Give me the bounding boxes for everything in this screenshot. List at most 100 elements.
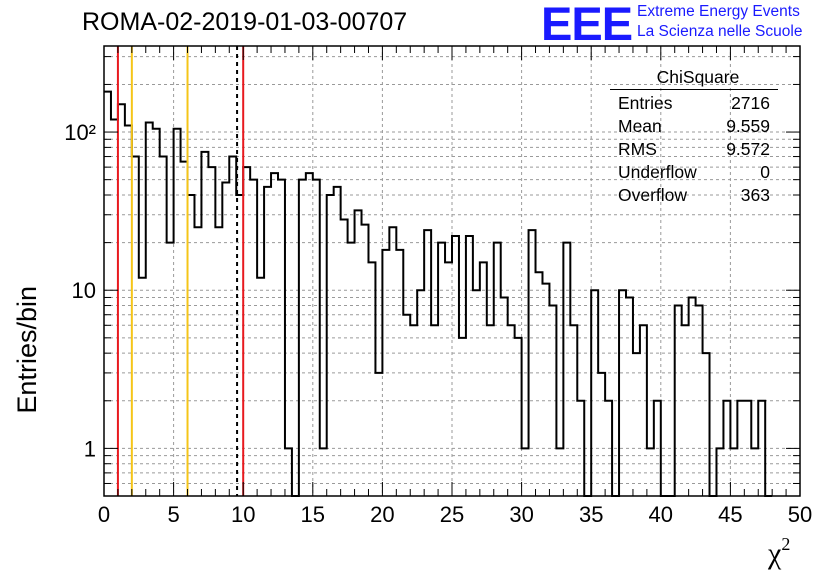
- histogram-bin: [549, 306, 556, 496]
- x-tick-label: 25: [440, 502, 464, 527]
- histogram-bin: [529, 230, 536, 496]
- histogram-bin: [487, 325, 494, 496]
- histogram-bin: [682, 325, 689, 496]
- histogram-bin: [368, 262, 375, 496]
- histogram-bin: [334, 187, 341, 496]
- histogram-bin: [132, 157, 139, 496]
- histogram-bin: [730, 448, 737, 496]
- histogram-bin: [313, 180, 320, 496]
- histogram-bin: [111, 120, 118, 496]
- histogram-bin: [389, 227, 396, 496]
- x-tick-label: 35: [579, 502, 603, 527]
- histogram-bin: [640, 325, 647, 496]
- histogram-bin: [424, 230, 431, 496]
- stats-value: 9.559: [726, 116, 770, 136]
- stats-value: 9.572: [726, 139, 770, 159]
- axis-ticks: [103, 46, 801, 496]
- histogram-bin: [654, 401, 661, 496]
- histogram-bin: [341, 219, 348, 496]
- y-tick-label: 1: [84, 436, 96, 461]
- histogram-bin: [522, 448, 529, 496]
- histogram-bin: [605, 401, 612, 496]
- stats-row-overflow: Overflow 363: [610, 184, 778, 207]
- histogram-bin: [160, 157, 167, 496]
- histogram-bin: [689, 297, 696, 496]
- histogram-bin: [243, 167, 250, 496]
- x-tick-label: 40: [649, 502, 673, 527]
- histogram-bin: [327, 195, 334, 496]
- histogram-bin: [257, 278, 264, 496]
- histogram-bin: [633, 353, 640, 496]
- histogram-bin: [201, 152, 208, 496]
- histogram-bin: [438, 243, 445, 496]
- x-tick-label: 0: [98, 502, 110, 527]
- histogram-bin: [320, 448, 327, 496]
- y-tick-label: 10: [72, 278, 96, 303]
- histogram-bin: [194, 227, 201, 496]
- histogram-bin: [410, 325, 417, 496]
- stats-row-entries: Entries 2716: [610, 92, 778, 115]
- histogram-bin: [222, 182, 229, 496]
- histogram-bin: [271, 173, 278, 496]
- y-axis-label: Entries/bin: [12, 286, 42, 414]
- logo-tagline-1: Extreme Energy Events: [637, 3, 800, 20]
- logo-tagline-2: La Scienza nelle Scuole: [637, 23, 803, 40]
- grid-lines: [104, 46, 800, 496]
- x-axis-label-sup: 2: [781, 534, 791, 554]
- stats-value: 0: [760, 162, 770, 182]
- histogram-bin: [355, 210, 362, 496]
- histogram-bin: [382, 250, 389, 496]
- histogram-bin: [299, 180, 306, 496]
- histogram-bin: [181, 162, 188, 496]
- histogram-bin: [501, 297, 508, 496]
- histogram-bin: [459, 338, 466, 496]
- histogram-bin: [716, 448, 723, 496]
- histogram-bin: [362, 225, 369, 496]
- histogram-step-line: [104, 90, 773, 497]
- histogram-bin: [744, 401, 751, 496]
- histogram-bin: [723, 401, 730, 496]
- histogram-bin: [306, 173, 313, 496]
- histogram-bin: [229, 157, 236, 496]
- x-tick-label: 10: [231, 502, 255, 527]
- stats-label: RMS: [618, 139, 657, 159]
- histogram-bin: [104, 92, 111, 496]
- stats-title: ChiSquare: [656, 67, 740, 87]
- histogram-bin: [174, 129, 181, 496]
- histogram-bin: [536, 272, 543, 496]
- stats-value: 363: [740, 185, 770, 205]
- histogram-bin: [188, 195, 195, 496]
- histogram-bin: [508, 325, 515, 496]
- histogram-bin: [139, 278, 146, 496]
- x-tick-labels: 0 5 10 15 20 25 30 35 40 45 50: [98, 502, 812, 527]
- y-tick-label: 10²: [64, 120, 96, 145]
- histogram-bin: [375, 373, 382, 496]
- stats-label: Mean: [618, 116, 662, 136]
- histogram-bin: [577, 401, 584, 496]
- histogram-bin: [466, 236, 473, 496]
- histogram-bin: [556, 448, 563, 496]
- x-axis-label-base: χ: [768, 537, 782, 570]
- x-tick-label: 50: [788, 502, 812, 527]
- histogram-bin: [494, 243, 501, 496]
- histogram-bin: [153, 129, 160, 496]
- histogram-bin: [396, 250, 403, 496]
- histogram-bin: [452, 236, 459, 496]
- x-tick-label: 5: [167, 502, 179, 527]
- histogram-bin: [703, 353, 710, 496]
- histogram-bin: [473, 290, 480, 496]
- histogram-bin: [647, 448, 654, 496]
- histogram-path: [104, 90, 773, 497]
- histogram-bin: [445, 262, 452, 496]
- histogram-bin: [626, 297, 633, 496]
- stats-divider: [610, 89, 778, 90]
- histogram-bin: [431, 325, 438, 496]
- stats-row-rms: RMS 9.572: [610, 138, 778, 161]
- x-tick-label: 15: [301, 502, 325, 527]
- histogram-bin: [619, 290, 626, 496]
- histogram-bin: [751, 448, 758, 496]
- histogram-bin: [285, 448, 292, 496]
- stats-box: ChiSquare Entries 2716 Mean 9.559 RMS 9.…: [610, 67, 778, 207]
- stats-label: Entries: [618, 93, 673, 113]
- histogram-bin: [278, 180, 285, 496]
